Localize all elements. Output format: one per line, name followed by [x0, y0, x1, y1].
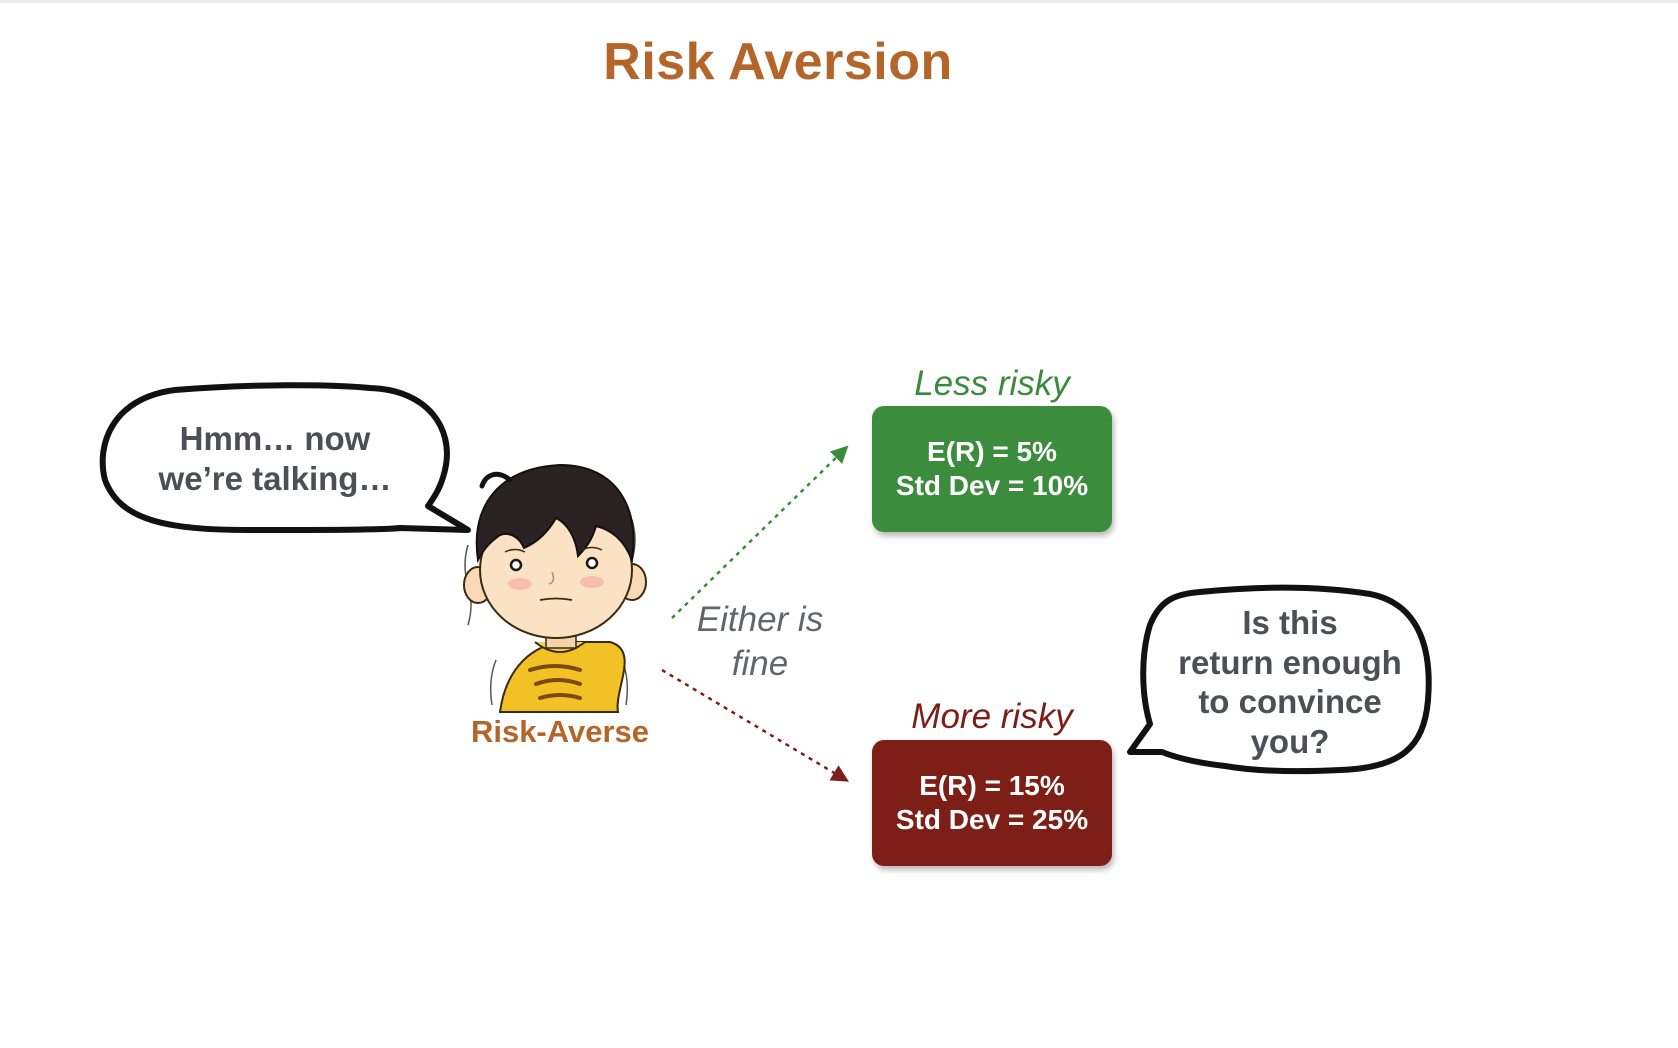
top-rule	[0, 0, 1678, 3]
more-risky-box: E(R) = 15% Std Dev = 25%	[872, 740, 1112, 866]
arrow-to-more-risky	[661, 668, 850, 782]
speech-right-line-4: you?	[1250, 722, 1330, 760]
less-risky-stddev: Std Dev = 10%	[895, 470, 1089, 501]
speech-right-line-3: to convince	[1198, 683, 1382, 721]
more-risky-stddev: Std Dev = 25%	[895, 804, 1089, 835]
character-label: Risk-Averse	[470, 714, 650, 749]
arrow-to-less-risky	[671, 445, 849, 619]
speech-left-line-1: Hmm… now	[179, 420, 371, 457]
either-is-fine-label: Either is fine	[680, 598, 840, 686]
speech-left-line-2: we’re talking…	[158, 460, 392, 498]
more-risky-label: More risky	[911, 697, 1073, 736]
speech-bubble-left	[99, 382, 471, 533]
less-risky-box: E(R) = 5% Std Dev = 10%	[872, 406, 1112, 532]
worried-boy-icon	[463, 463, 647, 713]
more-risky-return: E(R) = 15%	[919, 769, 1065, 801]
either-line-2: fine	[731, 644, 789, 684]
slide-title: Risk Aversion	[603, 33, 953, 91]
speech-right-line-2: return enough	[1178, 643, 1402, 681]
less-risky-label: Less risky	[914, 364, 1070, 403]
speech-bubble-left-text: Hmm… now we’re talking…	[130, 419, 420, 500]
speech-right-line-1: Is this	[1242, 604, 1338, 641]
speech-bubble-right-text: Is this return enough to convince you?	[1160, 603, 1420, 761]
speech-bubble-right	[1127, 584, 1432, 775]
either-line-1: Either is	[696, 600, 824, 639]
less-risky-return: E(R) = 5%	[927, 435, 1057, 467]
